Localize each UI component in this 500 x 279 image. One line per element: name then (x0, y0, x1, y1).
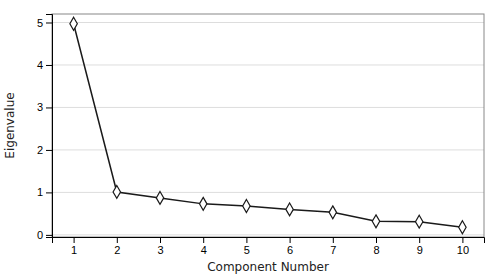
y-tick-label: 3 (37, 101, 43, 113)
x-tick-mark (246, 237, 247, 243)
y-tick: 1 (37, 186, 52, 198)
x-axis-title: Component Number (207, 260, 329, 274)
marker (156, 191, 163, 204)
x-tick: 5 (244, 237, 250, 256)
x-tick-label: 7 (330, 244, 336, 256)
y-tick-mark (46, 150, 52, 151)
chart: 1 2 3 4 5 6 7 8 9 10 0 1 2 3 4 5 Component Number Eigenva… (0, 0, 500, 279)
y-tick-mark (46, 65, 52, 66)
x-tick: 9 (417, 237, 423, 256)
y-axis-line (46, 15, 53, 238)
x-tick-mark (419, 237, 420, 243)
x-tick-label: 9 (417, 244, 423, 256)
y-tick-label: 0 (37, 229, 43, 241)
grid-line (52, 64, 484, 65)
y-tick: 3 (37, 101, 52, 113)
x-tick-label: 4 (201, 244, 207, 256)
marker (459, 221, 466, 234)
x-tick-label: 5 (244, 244, 250, 256)
x-tick-label: 8 (373, 244, 379, 256)
x-tick-label: 10 (457, 244, 469, 256)
y-tick-label: 1 (37, 186, 43, 198)
x-tick-mark (160, 237, 161, 243)
line (74, 24, 463, 227)
x-tick: 6 (287, 237, 293, 256)
y-grid (52, 22, 484, 234)
x-tick: 4 (201, 237, 207, 256)
x-axis-line (53, 238, 485, 244)
x-tick-label: 6 (287, 244, 293, 256)
x-axis: 1 2 3 4 5 6 7 8 9 10 (53, 237, 485, 256)
x-tick-mark (203, 237, 204, 243)
y-tick: 2 (37, 144, 52, 156)
plot-frame (52, 14, 484, 237)
marker (329, 206, 336, 219)
y-tick-label: 5 (37, 17, 43, 29)
y-tick: 4 (37, 59, 52, 71)
x-tick: 3 (157, 237, 163, 256)
plot: 1 2 3 4 5 6 7 8 9 10 0 1 2 3 4 5 (37, 14, 485, 256)
x-tick: 1 (71, 237, 77, 256)
grid-line (52, 107, 484, 108)
x-tick-label: 1 (71, 244, 77, 256)
x-tick-label: 3 (157, 244, 163, 256)
y-axis-title: Eigenvalue (3, 92, 17, 158)
marker (286, 203, 293, 216)
marker (415, 215, 422, 228)
x-tick-mark (117, 237, 118, 243)
y-tick-mark (46, 192, 52, 193)
x-tick-label: 2 (114, 244, 120, 256)
y-tick-label: 2 (37, 144, 43, 156)
x-tick-mark (290, 237, 291, 243)
x-tick: 8 (373, 237, 379, 256)
grid-line (52, 22, 484, 23)
y-tick-label: 4 (37, 59, 43, 71)
marker (243, 200, 250, 213)
x-tick: 2 (114, 237, 120, 256)
x-tick-mark (74, 237, 75, 243)
series (70, 17, 466, 233)
y-axis: 0 1 2 3 4 5 (37, 15, 53, 241)
y-tick-mark (46, 22, 52, 23)
marker (113, 186, 120, 199)
x-tick-mark (333, 237, 334, 243)
y-tick-mark (46, 235, 52, 236)
x-tick-mark (462, 237, 463, 243)
y-tick: 5 (37, 17, 52, 29)
x-tick-mark (376, 237, 377, 243)
y-tick-mark (46, 107, 52, 108)
grid-line (52, 149, 484, 150)
grid-line (52, 234, 484, 235)
x-tick: 7 (330, 237, 336, 256)
y-tick: 0 (37, 229, 52, 241)
marker (199, 197, 206, 210)
marker (372, 215, 379, 228)
marker (70, 17, 77, 30)
x-tick: 10 (457, 237, 469, 256)
